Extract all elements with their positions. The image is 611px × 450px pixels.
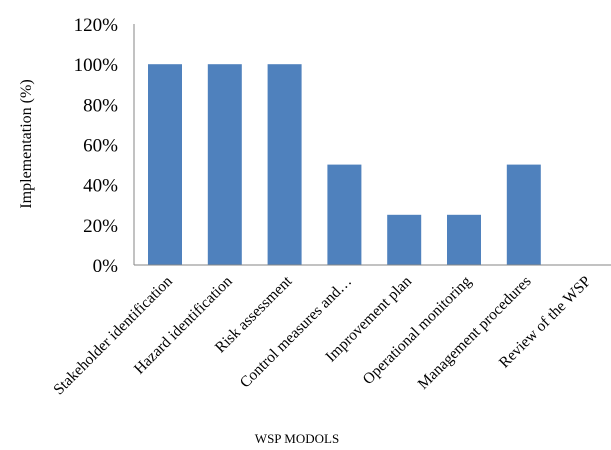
bar	[208, 64, 242, 265]
x-tick-label: Control measures and…	[237, 273, 356, 392]
y-tick-label: 0%	[93, 256, 119, 277]
x-tick-label: Operational monitoring	[360, 273, 475, 388]
x-axis-title: WSP MODOLS	[255, 431, 339, 446]
y-tick-label: 120%	[74, 15, 119, 36]
bar	[447, 215, 481, 265]
bar	[268, 64, 302, 265]
y-axis-title: Implementation (%)	[18, 79, 35, 208]
y-tick-label: 60%	[83, 136, 118, 157]
bars	[148, 64, 541, 265]
y-tick-label: 20%	[83, 216, 118, 237]
y-tick-label: 40%	[83, 176, 118, 197]
bar	[387, 215, 421, 265]
y-axis: 0% 20% 40% 60% 80% 100% 120%	[74, 15, 134, 277]
y-tick-label: 80%	[83, 95, 118, 116]
y-tick-label: 100%	[74, 55, 119, 76]
bar	[327, 165, 361, 265]
y-tick-labels: 0% 20% 40% 60% 80% 100% 120%	[74, 15, 119, 277]
x-tick-label: Stakeholder identification	[50, 273, 176, 399]
x-tick-label: Management procedures	[415, 273, 535, 393]
bar	[507, 165, 541, 265]
bar	[148, 64, 182, 265]
x-tick-label: Hazard identification	[131, 273, 236, 378]
